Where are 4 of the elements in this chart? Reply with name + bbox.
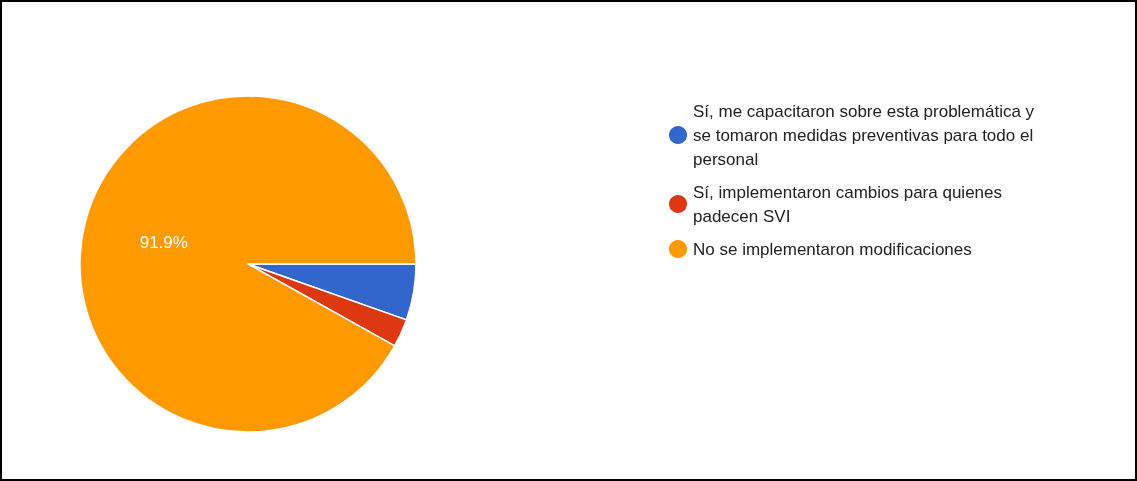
legend-label: Sí, me capacitaron sobre esta problemática y se tomaron medidas preventivas para todo el personal — [693, 101, 1039, 169]
data-label: 91.9% — [139, 232, 188, 252]
legend-label: No se implementaron modificaciones — [693, 239, 972, 259]
legend-label: Sí, implementaron cambios para quienes padecen SVI — [693, 182, 1007, 226]
